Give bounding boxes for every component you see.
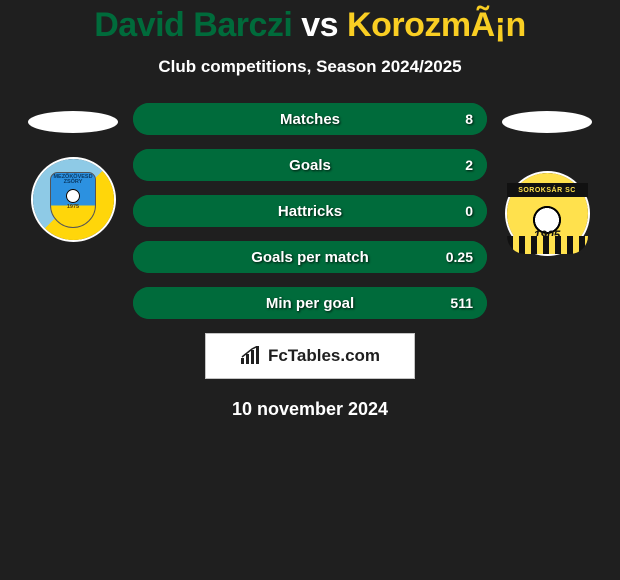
club-name-right: SOROKSÁR SC	[507, 183, 588, 197]
stat-pill: Min per goal 511	[133, 287, 487, 319]
stat-value-right: 0	[465, 203, 473, 219]
stat-label: Hattricks	[278, 203, 342, 220]
title-vs: vs	[292, 6, 347, 44]
stat-pill: Goals per match 0.25	[133, 241, 487, 273]
stat-value-right: 8	[465, 111, 473, 127]
right-player-column: SOROKSÁR SC 1905	[497, 103, 597, 256]
club-badge-left: MEZŐKÖVESD ZSÓRY 1975	[31, 157, 116, 242]
stat-value-right: 0.25	[446, 249, 473, 265]
page-title: David Barczi vs KorozmÃ¡n	[0, 6, 620, 45]
subtitle: Club competitions, Season 2024/2025	[0, 57, 620, 77]
left-player-column: MEZŐKÖVESD ZSÓRY 1975	[23, 103, 123, 242]
badge-stripes-icon	[507, 236, 588, 254]
stat-value-right: 511	[450, 295, 473, 311]
player-silhouette-left	[28, 111, 118, 133]
club-badge-right: SOROKSÁR SC 1905	[505, 171, 590, 256]
player-silhouette-right	[502, 111, 592, 133]
stat-pill: Hattricks 0	[133, 195, 487, 227]
brand-text: FcTables.com	[268, 346, 380, 366]
stats-column: Matches 8 Goals 2 Hattricks 0 Goals per match 0…	[133, 103, 487, 319]
title-player-right: KorozmÃ¡n	[347, 6, 526, 44]
club-name-left: MEZŐKÖVESD ZSÓRY	[51, 175, 95, 186]
bar-chart-icon	[240, 346, 262, 366]
title-player-left: David Barczi	[94, 6, 292, 44]
date-line: 10 november 2024	[0, 399, 620, 420]
stat-label: Matches	[280, 111, 340, 128]
club-year-left: 1975	[67, 205, 79, 211]
stat-label: Min per goal	[266, 295, 354, 312]
stat-pill: Matches 8	[133, 103, 487, 135]
stat-value-right: 2	[465, 157, 473, 173]
soccer-ball-icon	[66, 189, 80, 203]
brand-link[interactable]: FcTables.com	[205, 333, 415, 379]
comparison-row: MEZŐKÖVESD ZSÓRY 1975 Matches 8 Goals 2 Hatt…	[0, 103, 620, 319]
stat-label: Goals per match	[251, 249, 369, 266]
stat-label: Goals	[289, 157, 331, 174]
stat-pill: Goals 2	[133, 149, 487, 181]
